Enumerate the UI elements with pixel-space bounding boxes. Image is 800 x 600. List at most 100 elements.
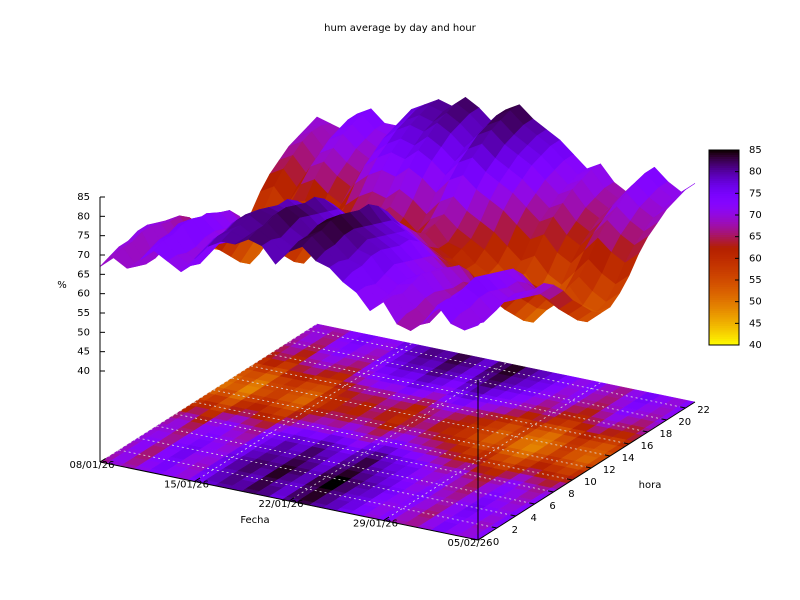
colorbox-band: [709, 221, 739, 225]
colorbox-band: [709, 215, 739, 218]
colorbox-band: [709, 225, 739, 229]
colorbox-band: [709, 197, 739, 201]
colorbox-band: [709, 167, 739, 170]
y-tick-label: 8: [568, 489, 574, 500]
colorbox-band: [709, 290, 739, 294]
y-tick: [566, 478, 573, 481]
y-grid-line: [156, 425, 535, 505]
colorbox-band: [709, 234, 739, 238]
colorbox-band: [709, 165, 739, 168]
colorbox-band: [709, 241, 739, 244]
colorbox-band: [709, 275, 739, 279]
colorbox-band: [709, 336, 739, 339]
cb-tick-label: 70: [749, 210, 762, 221]
y-tick: [510, 514, 516, 517]
y-tick: [472, 538, 479, 541]
colorbox-band: [709, 219, 739, 222]
colorbox-band: [709, 342, 739, 346]
y-grid-line: [269, 353, 648, 433]
colorbox-band: [709, 321, 739, 324]
z-tick-label: 40: [77, 366, 90, 377]
colorbox-band: [709, 314, 739, 318]
y-tick: [604, 454, 611, 457]
z-tick-label: 85: [77, 192, 90, 203]
x-axis-label: Fecha: [240, 515, 269, 526]
y-grid-line: [118, 449, 497, 529]
colorbox-band: [709, 230, 739, 233]
y-tick: [491, 526, 497, 529]
colorbox-band: [709, 297, 739, 300]
y-grid-line: [137, 437, 516, 517]
y-tick-label: 12: [603, 465, 616, 476]
y-grid-line: [194, 401, 573, 481]
z-tick-label: 80: [77, 211, 90, 222]
cb-tick-label: 75: [749, 188, 762, 199]
y-tick-label: 10: [584, 477, 597, 488]
y-tick: [529, 502, 535, 505]
colorbox-band: [709, 210, 739, 214]
x-tick: [99, 457, 106, 463]
cb-tick-label: 50: [749, 297, 762, 308]
colorbox-band: [709, 163, 739, 166]
colorbox-band: [709, 264, 739, 268]
colorbox-band: [709, 232, 739, 235]
colorbox-band: [709, 267, 739, 270]
x-tick-label: 05/02/26: [448, 538, 493, 549]
y-tick: [661, 418, 667, 421]
colorbox-band: [709, 243, 739, 246]
y-tick-label: 22: [697, 405, 710, 416]
colorbox-band: [709, 301, 739, 305]
colorbox-band: [709, 238, 739, 242]
colorbox-band: [709, 180, 739, 183]
colorbox-band: [709, 303, 739, 307]
y-tick-label: 6: [549, 501, 555, 512]
colorbox-band: [709, 199, 739, 203]
base-plane: [99, 323, 696, 541]
colorbox-band: [709, 158, 739, 162]
y-tick-label: 0: [493, 537, 499, 548]
colorbox-band: [709, 236, 739, 240]
colorbox-band: [709, 184, 739, 188]
surface-quad: [464, 315, 488, 331]
colorbox-band: [709, 186, 739, 190]
z-tick-label: 55: [77, 308, 90, 319]
z-tick-label: 65: [77, 269, 90, 280]
colorbox-band: [709, 295, 739, 298]
x-tick-label: 22/01/26: [259, 499, 304, 510]
colorbox-band: [709, 316, 739, 320]
colorbox-band: [709, 247, 739, 251]
cb-tick-label: 80: [749, 167, 762, 178]
x-tick-label: 08/01/26: [70, 460, 115, 471]
y-grid-line: [213, 389, 592, 469]
colorbox-band: [709, 156, 739, 160]
y-tick-label: 4: [531, 513, 537, 524]
colorbox-band: [709, 208, 739, 212]
colorbox-band: [709, 340, 739, 344]
y-tick: [680, 406, 686, 409]
colorbox-band: [709, 288, 739, 292]
colorbox-band: [709, 204, 739, 207]
x-tick: [194, 477, 201, 482]
colorbox-band: [709, 334, 739, 337]
colorbox-band: [709, 262, 739, 266]
cb-tick-label: 55: [749, 275, 762, 286]
axes: 4045505560657075808508/01/2615/01/2622/0…: [70, 145, 762, 549]
colorbox-band: [709, 206, 739, 209]
cb-tick-label: 60: [749, 253, 762, 264]
y-tick-label: 20: [678, 417, 691, 428]
colorbox-band: [709, 154, 739, 157]
cb-tick-label: 65: [749, 232, 762, 243]
colorbox-band: [709, 327, 739, 331]
colorbox-band: [709, 319, 739, 322]
colorbox-band: [709, 228, 739, 231]
colorbox-band: [709, 284, 739, 287]
colorbox-band: [709, 249, 739, 253]
colorbox-band: [709, 280, 739, 283]
x-tick: [288, 496, 295, 502]
colorbox-band: [709, 171, 739, 175]
colorbox-band: [709, 160, 739, 164]
z-tick-label: 70: [77, 250, 90, 261]
colorbox-band: [709, 286, 739, 290]
colorbox-band: [709, 176, 739, 179]
y-tick: [642, 430, 648, 433]
